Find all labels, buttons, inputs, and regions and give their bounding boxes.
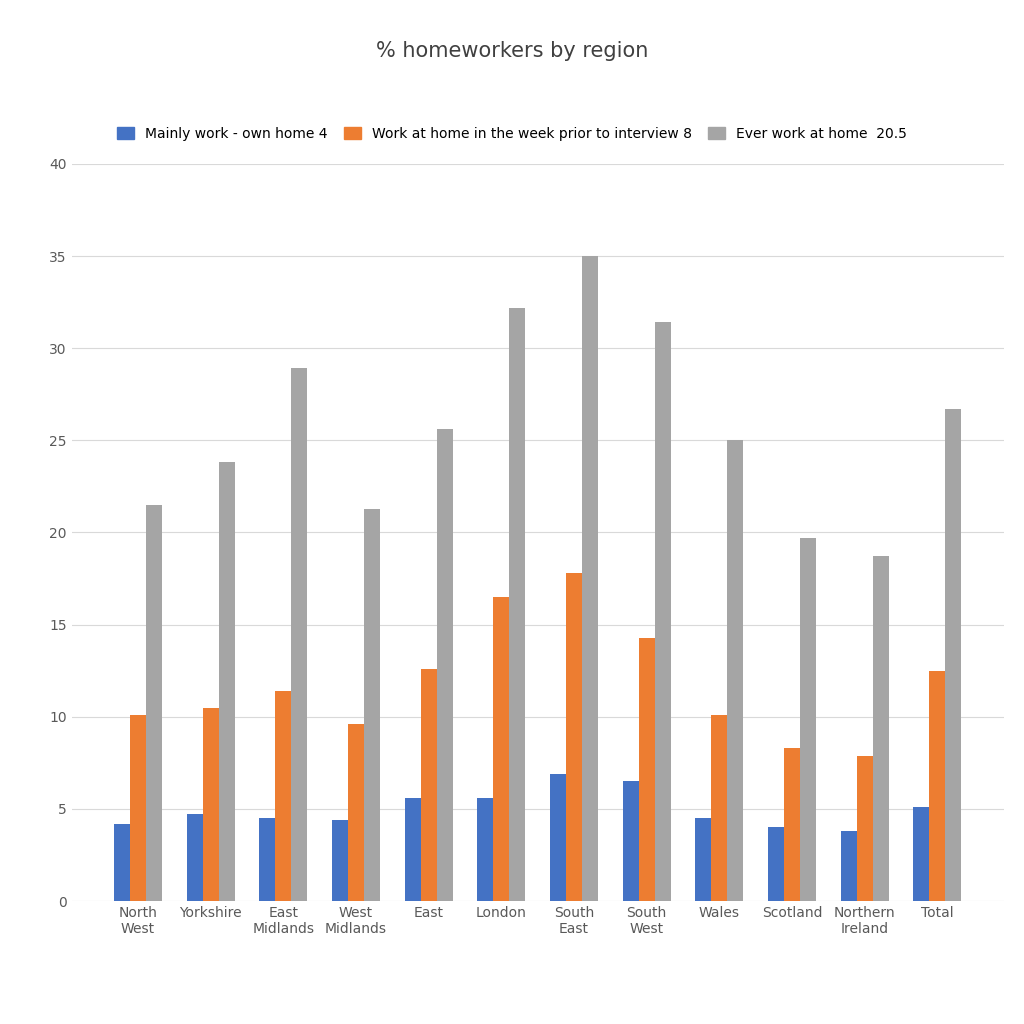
Bar bbox=[582, 256, 598, 901]
Bar bbox=[404, 798, 421, 901]
Bar bbox=[203, 708, 219, 901]
Bar bbox=[856, 756, 872, 901]
Bar bbox=[494, 597, 509, 901]
Bar bbox=[332, 820, 348, 901]
Bar bbox=[727, 440, 743, 901]
Bar bbox=[291, 369, 307, 901]
Bar bbox=[654, 323, 671, 901]
Bar bbox=[219, 463, 234, 901]
Bar bbox=[477, 798, 494, 901]
Bar bbox=[929, 671, 945, 901]
Bar bbox=[275, 691, 291, 901]
Bar bbox=[114, 823, 130, 901]
Bar bbox=[872, 556, 889, 901]
Bar bbox=[695, 818, 712, 901]
Bar bbox=[259, 818, 275, 901]
Text: % homeworkers by region: % homeworkers by region bbox=[376, 41, 648, 61]
Bar bbox=[364, 509, 380, 901]
Bar bbox=[768, 827, 784, 901]
Bar bbox=[550, 774, 566, 901]
Bar bbox=[712, 715, 727, 901]
Bar bbox=[421, 669, 436, 901]
Legend: Mainly work - own home 4, Work at home in the week prior to interview 8, Ever wo: Mainly work - own home 4, Work at home i… bbox=[110, 120, 914, 147]
Bar bbox=[146, 505, 162, 901]
Bar bbox=[800, 538, 816, 901]
Bar bbox=[913, 807, 929, 901]
Bar bbox=[566, 573, 582, 901]
Bar bbox=[841, 831, 856, 901]
Bar bbox=[945, 409, 962, 901]
Bar bbox=[639, 638, 654, 901]
Bar bbox=[436, 429, 453, 901]
Bar bbox=[186, 814, 203, 901]
Bar bbox=[509, 307, 525, 901]
Bar bbox=[348, 724, 364, 901]
Bar bbox=[130, 715, 146, 901]
Bar bbox=[623, 781, 639, 901]
Bar bbox=[784, 749, 800, 901]
